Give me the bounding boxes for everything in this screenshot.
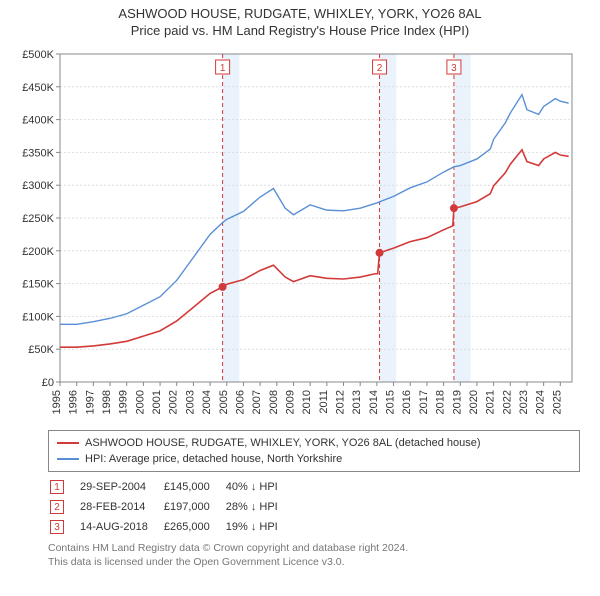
svg-text:2013: 2013: [351, 390, 363, 414]
footnote-line2: This data is licensed under the Open Gov…: [48, 556, 580, 570]
sale-delta: 28% ↓ HPI: [226, 498, 292, 516]
svg-text:2024: 2024: [535, 390, 547, 414]
svg-text:1999: 1999: [118, 390, 130, 414]
svg-text:1997: 1997: [84, 390, 96, 414]
legend-swatch: [57, 458, 79, 460]
sale-delta: 40% ↓ HPI: [226, 478, 292, 496]
svg-text:2000: 2000: [134, 390, 146, 414]
svg-text:£0: £0: [42, 377, 54, 389]
table-row: 2 28-FEB-2014£197,00028% ↓ HPI: [50, 498, 292, 516]
legend-row: HPI: Average price, detached house, Nort…: [57, 451, 571, 467]
svg-text:2025: 2025: [551, 390, 563, 414]
svg-text:2: 2: [377, 63, 383, 74]
legend-row: ASHWOOD HOUSE, RUDGATE, WHIXLEY, YORK, Y…: [57, 435, 571, 451]
svg-text:2012: 2012: [335, 390, 347, 414]
svg-text:2006: 2006: [234, 390, 246, 414]
svg-text:2001: 2001: [151, 390, 163, 414]
svg-text:£450K: £450K: [22, 82, 54, 94]
sale-marker: 3: [50, 520, 64, 534]
legend-label: HPI: Average price, detached house, Nort…: [85, 453, 342, 465]
svg-text:£150K: £150K: [22, 279, 54, 291]
svg-text:2022: 2022: [501, 390, 513, 414]
sale-date: 14-AUG-2018: [80, 518, 162, 536]
sale-price: £145,000: [164, 478, 224, 496]
price-chart: £0 £50K £100K £150K £200K £250K £300K £350K £400…: [10, 44, 590, 424]
svg-text:2010: 2010: [301, 390, 313, 414]
svg-text:£200K: £200K: [22, 246, 54, 258]
legend: ASHWOOD HOUSE, RUDGATE, WHIXLEY, YORK, Y…: [48, 430, 580, 472]
legend-swatch: [57, 442, 79, 444]
svg-text:2017: 2017: [418, 390, 430, 414]
svg-text:£300K: £300K: [22, 180, 54, 192]
sale-marker: 2: [50, 500, 64, 514]
svg-text:1998: 1998: [101, 390, 113, 414]
sale-marker: 1: [50, 480, 64, 494]
svg-text:1995: 1995: [51, 390, 63, 414]
svg-text:£50K: £50K: [28, 344, 54, 356]
svg-text:2014: 2014: [368, 390, 380, 414]
svg-text:£100K: £100K: [22, 311, 54, 323]
svg-text:2021: 2021: [485, 390, 497, 414]
svg-text:2003: 2003: [184, 390, 196, 414]
svg-text:2023: 2023: [518, 390, 530, 414]
sales-table: 1 29-SEP-2004£145,00040% ↓ HPI 2 28-FEB-201…: [48, 476, 294, 538]
svg-text:2002: 2002: [168, 390, 180, 414]
svg-text:3: 3: [451, 63, 457, 74]
svg-text:£500K: £500K: [22, 49, 54, 61]
table-row: 1 29-SEP-2004£145,00040% ↓ HPI: [50, 478, 292, 496]
svg-text:2016: 2016: [401, 390, 413, 414]
sale-price: £197,000: [164, 498, 224, 516]
svg-text:2011: 2011: [318, 390, 330, 414]
sale-date: 29-SEP-2004: [80, 478, 162, 496]
legend-label: ASHWOOD HOUSE, RUDGATE, WHIXLEY, YORK, Y…: [85, 437, 481, 449]
svg-text:2007: 2007: [251, 390, 263, 414]
svg-text:£350K: £350K: [22, 147, 54, 159]
svg-text:2009: 2009: [284, 390, 296, 414]
svg-text:2020: 2020: [468, 390, 480, 414]
svg-text:2005: 2005: [218, 390, 230, 414]
footnote-line1: Contains HM Land Registry data © Crown c…: [48, 542, 580, 556]
svg-text:£250K: £250K: [22, 213, 54, 225]
table-row: 3 14-AUG-2018£265,00019% ↓ HPI: [50, 518, 292, 536]
chart-title-line1: ASHWOOD HOUSE, RUDGATE, WHIXLEY, YORK, Y…: [0, 6, 600, 21]
sale-delta: 19% ↓ HPI: [226, 518, 292, 536]
svg-text:2015: 2015: [385, 390, 397, 414]
sale-price: £265,000: [164, 518, 224, 536]
svg-text:2008: 2008: [268, 390, 280, 414]
svg-text:2004: 2004: [201, 390, 213, 414]
svg-text:1996: 1996: [68, 390, 80, 414]
svg-text:2018: 2018: [435, 390, 447, 414]
svg-text:£400K: £400K: [22, 115, 54, 127]
svg-text:2019: 2019: [451, 390, 463, 414]
svg-text:1: 1: [220, 63, 226, 74]
chart-title-line2: Price paid vs. HM Land Registry's House …: [0, 23, 600, 38]
sale-date: 28-FEB-2014: [80, 498, 162, 516]
footnote: Contains HM Land Registry data © Crown c…: [48, 542, 580, 569]
